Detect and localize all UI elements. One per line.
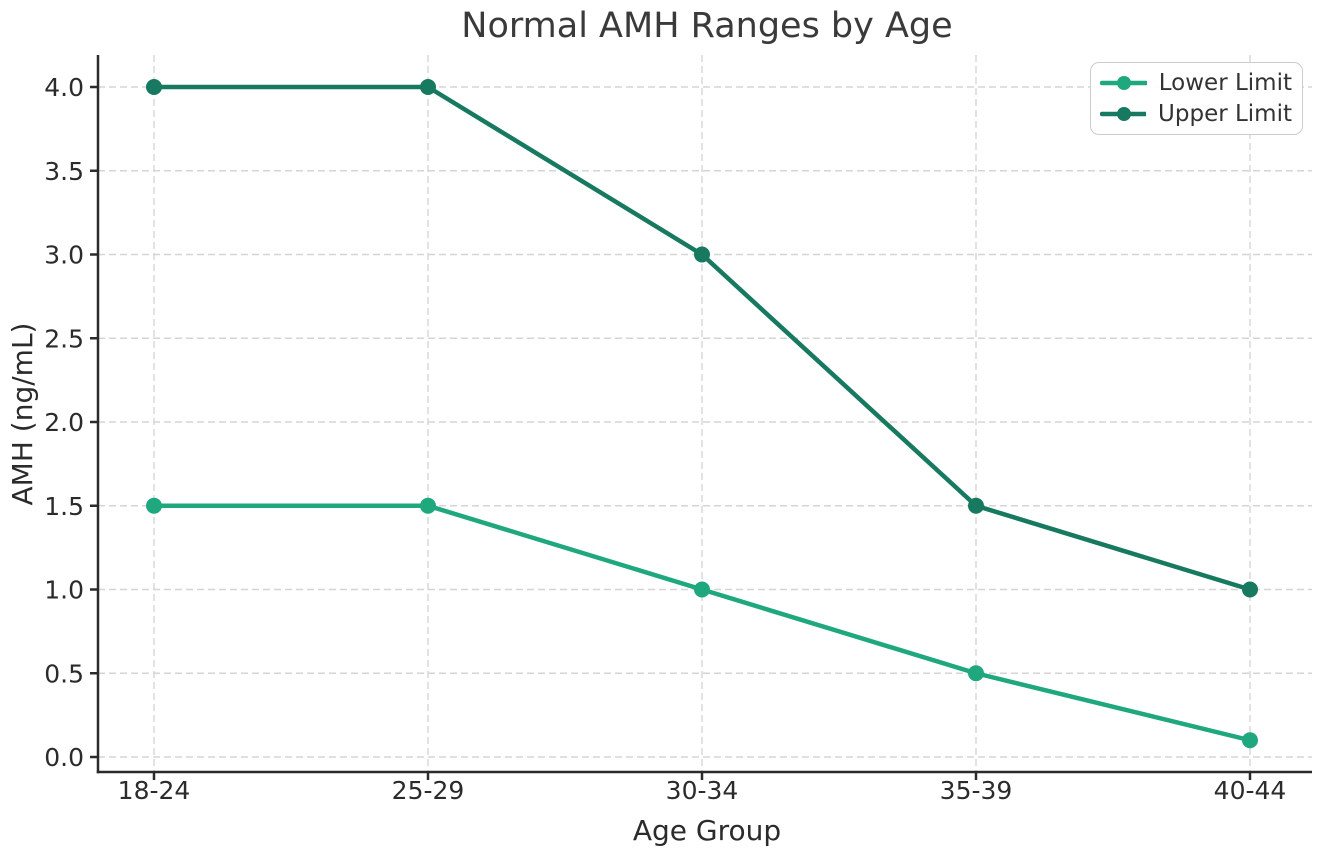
legend-item-upper-limit: Upper Limit — [1100, 99, 1292, 129]
legend-item-lower-limit: Lower Limit — [1100, 68, 1292, 98]
marker-lower-limit — [968, 665, 984, 682]
y-tick-label: 1.5 — [44, 492, 84, 521]
y-tick-label: 4.0 — [44, 73, 84, 102]
legend-line-sample-icon — [1100, 106, 1147, 121]
y-tick-label: 2.0 — [44, 408, 84, 437]
y-tick-label: 3.0 — [44, 241, 84, 270]
marker-upper-limit — [694, 246, 710, 263]
legend: Lower Limit Upper Limit — [1090, 62, 1303, 135]
x-axis-label: Age Group — [633, 814, 781, 847]
legend-line-sample-icon — [1100, 76, 1147, 91]
marker-upper-limit — [420, 79, 436, 95]
x-tick-label: 18-24 — [118, 776, 191, 805]
marker-lower-limit — [146, 497, 162, 514]
legend-label: Upper Limit — [1158, 100, 1292, 127]
axes: 0.0 0.5 1.0 1.5 2.0 2.5 3.0 3.5 4.0 18-24 25-29 30-… — [44, 55, 1312, 805]
legend-label: Lower Limit — [1158, 70, 1292, 97]
marker-upper-limit — [1242, 581, 1258, 598]
x-tick-label: 40-44 — [1214, 776, 1287, 805]
legend-marker — [1117, 76, 1131, 91]
y-tick-label: 3.5 — [44, 157, 84, 186]
x-tick-label: 25-29 — [392, 776, 465, 805]
marker-upper-limit — [968, 497, 984, 514]
x-tick-label: 30-34 — [666, 776, 739, 805]
y-axis-label: AMH (ng/mL) — [6, 323, 39, 506]
legend-marker — [1117, 106, 1131, 121]
series-lines — [146, 79, 1258, 749]
y-tick-label: 0.0 — [44, 743, 84, 772]
gridlines — [98, 55, 1312, 772]
marker-lower-limit — [420, 497, 436, 514]
marker-upper-limit — [146, 79, 162, 95]
marker-lower-limit — [694, 581, 710, 598]
chart-title: Normal AMH Ranges by Age — [461, 6, 952, 46]
y-tick-label: 2.5 — [44, 324, 84, 353]
y-tick-label: 1.0 — [44, 576, 84, 605]
y-tick-label: 0.5 — [44, 659, 84, 688]
x-tick-label: 35-39 — [940, 776, 1013, 805]
marker-lower-limit — [1242, 732, 1258, 749]
